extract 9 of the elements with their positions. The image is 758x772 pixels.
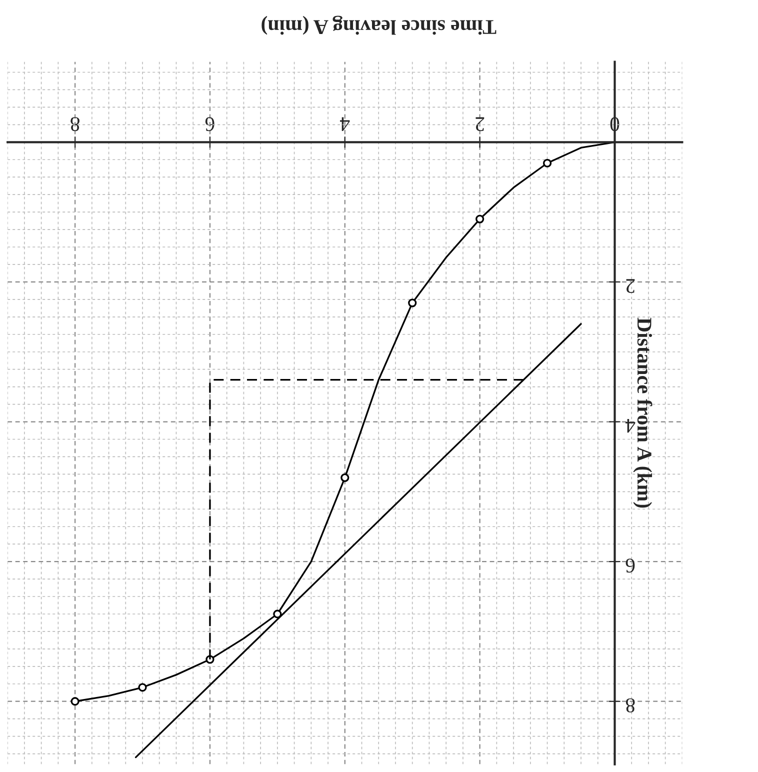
x-tick-label: 2 (476, 117, 484, 132)
y-tick-label: 8 (626, 698, 635, 712)
x-axis-title: Time since leaving A (min) (262, 16, 496, 35)
x-tick-label: 6 (205, 117, 214, 132)
y-tick-label: 4 (625, 418, 636, 433)
y-tick-label: 2 (626, 279, 635, 293)
x-tick-label: 4 (340, 117, 350, 131)
y-tick-label: 6 (626, 558, 635, 573)
x-tick-label: 8 (70, 117, 80, 132)
